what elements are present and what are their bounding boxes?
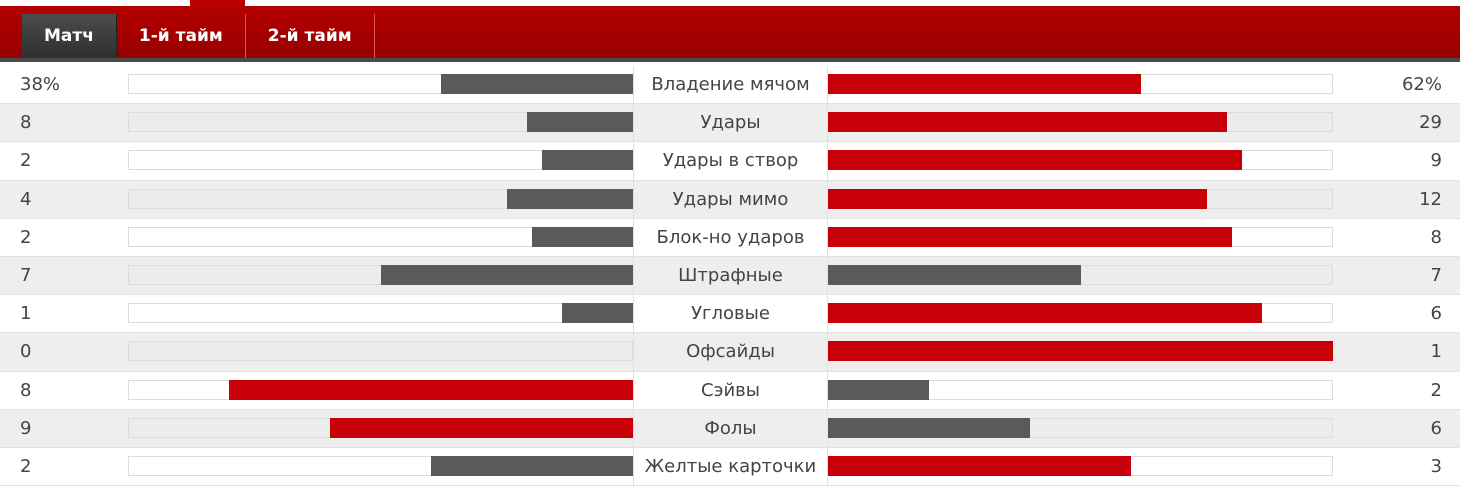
stat-label: Штрафные — [633, 256, 828, 295]
away-bar-track — [828, 226, 1333, 247]
away-bar-track — [828, 112, 1333, 133]
away-bar-track — [828, 341, 1333, 362]
away-value: 9 — [1430, 150, 1442, 172]
away-value: 2 — [1430, 379, 1442, 401]
away-value: 6 — [1430, 417, 1442, 439]
away-bar-fill — [828, 303, 1263, 324]
home-value: 2 — [20, 226, 32, 248]
home-value: 38% — [20, 74, 61, 96]
stat-label: Удары — [633, 104, 828, 142]
home-bar-track — [128, 264, 633, 285]
tab-match[interactable]: Матч — [22, 14, 117, 58]
away-bar-fill — [828, 341, 1333, 362]
stat-label: Блок-но ударов — [633, 218, 828, 256]
away-bar-track — [828, 417, 1333, 438]
header-accent — [190, 0, 245, 6]
away-value: 3 — [1430, 455, 1442, 477]
home-value: 1 — [20, 303, 32, 325]
stat-label: Сэйвы — [633, 371, 828, 409]
away-bar-fill — [828, 417, 1030, 438]
home-bar-track — [128, 112, 633, 133]
stat-label: Фолы — [633, 409, 828, 447]
home-bar-track — [128, 417, 633, 438]
away-bar-fill — [828, 264, 1081, 285]
tab-second-half[interactable]: 2-й тайм — [246, 14, 375, 58]
stat-row: 7 Штрафные 7 — [0, 256, 1460, 296]
stat-label: Удары в створ — [633, 142, 828, 180]
home-bar-fill — [526, 112, 633, 133]
stat-row: 8 Удары 29 — [0, 104, 1460, 143]
away-bar-track — [828, 188, 1333, 209]
home-bar-track — [128, 379, 633, 400]
home-bar-track — [128, 150, 633, 171]
stat-row: 8 Сэйвы 2 — [0, 371, 1460, 410]
away-value: 7 — [1430, 265, 1442, 287]
away-value: 12 — [1419, 188, 1442, 210]
stat-label: Офсайды — [633, 333, 828, 371]
stat-row: 9 Фолы 6 — [0, 409, 1460, 448]
home-bar-track — [128, 74, 633, 94]
match-stats-table: 38% Владение мячом 62% 8 Удары 29 2 Удары в ств… — [0, 66, 1460, 487]
away-bar-track — [828, 74, 1333, 94]
home-bar-fill — [542, 150, 633, 171]
away-bar-fill — [828, 112, 1227, 133]
stat-row: 2 Желтые карточки 3 — [0, 447, 1460, 487]
stat-row: 2 Блок-но ударов 8 — [0, 218, 1460, 257]
home-value: 4 — [20, 188, 32, 210]
stats-header-bar: Матч 1-й тайм 2-й тайм — [0, 0, 1460, 62]
away-value: 62% — [1401, 74, 1442, 96]
home-bar-fill — [532, 226, 633, 247]
home-bar-track — [128, 303, 633, 324]
home-bar-track — [128, 188, 633, 209]
away-bar-fill — [828, 150, 1243, 171]
home-bar-fill — [229, 379, 633, 400]
stat-label: Удары мимо — [633, 180, 828, 218]
away-value: 6 — [1430, 303, 1442, 325]
away-bar-track — [828, 303, 1333, 324]
away-bar-fill — [828, 74, 1142, 94]
away-bar-track — [828, 264, 1333, 285]
home-value: 7 — [20, 265, 32, 287]
stat-row: 2 Удары в створ 9 — [0, 142, 1460, 181]
home-value: 2 — [20, 455, 32, 477]
home-value: 9 — [20, 417, 32, 439]
home-bar-fill — [441, 74, 633, 94]
away-bar-track — [828, 455, 1333, 476]
stat-row: 0 Офсайды 1 — [0, 333, 1460, 372]
away-bar-fill — [828, 379, 929, 400]
away-bar-track — [828, 150, 1333, 171]
home-bar-fill — [506, 188, 633, 209]
home-bar-track — [128, 455, 633, 476]
home-bar-fill — [380, 264, 633, 285]
stat-label: Желтые карточки — [633, 447, 828, 486]
period-tabs: Матч 1-й тайм 2-й тайм — [22, 14, 375, 58]
home-bar-track — [128, 226, 633, 247]
stat-row: 4 Удары мимо 12 — [0, 180, 1460, 219]
away-bar-track — [828, 379, 1333, 400]
home-bar-fill — [562, 303, 633, 324]
tab-first-half[interactable]: 1-й тайм — [117, 14, 246, 58]
away-value: 1 — [1430, 341, 1442, 363]
home-value: 8 — [20, 112, 32, 134]
home-value: 0 — [20, 341, 32, 363]
home-value: 2 — [20, 150, 32, 172]
home-value: 8 — [20, 379, 32, 401]
stat-label: Владение мячом — [633, 66, 828, 104]
away-bar-fill — [828, 455, 1131, 476]
home-bar-fill — [431, 455, 633, 476]
home-bar-track — [128, 341, 633, 362]
home-bar-fill — [330, 417, 633, 438]
away-value: 8 — [1430, 226, 1442, 248]
stat-label: Угловые — [633, 295, 828, 333]
away-bar-fill — [828, 188, 1207, 209]
away-value: 29 — [1419, 112, 1442, 134]
stat-row: 1 Угловые 6 — [0, 295, 1460, 334]
away-bar-fill — [828, 226, 1232, 247]
stat-row: 38% Владение мячом 62% — [0, 66, 1460, 105]
